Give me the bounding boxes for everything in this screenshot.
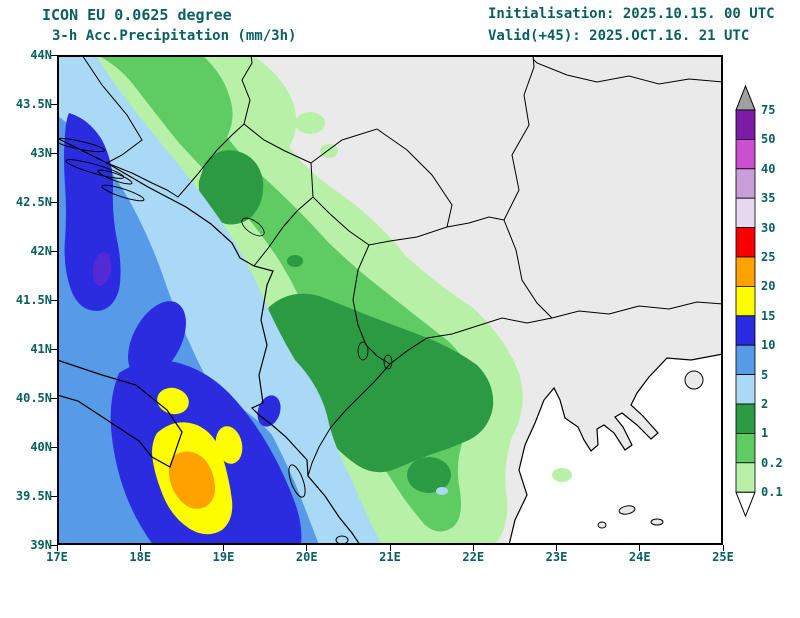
colorbar-segment-purple (735, 109, 756, 140)
aegean-coastline (508, 353, 723, 545)
colorbar-segment-darkblue (735, 315, 756, 346)
lat-label-42N: 42N (30, 244, 52, 258)
initialisation-text: Initialisation: 2025.10.15. 00 UTC (488, 6, 775, 22)
lat-tick (51, 104, 57, 105)
lat-tick (51, 545, 57, 546)
legend-label-15: 15 (761, 308, 776, 323)
lat-tick (51, 251, 57, 252)
lon-tick (639, 545, 641, 551)
precipitation-colorbar (735, 84, 756, 518)
lon-label-23E: 23E (545, 550, 568, 564)
legend-label-0.1: 0.1 (761, 485, 783, 500)
colorbar-segment-magenta (735, 139, 756, 170)
colorbar-segment-red (735, 227, 756, 258)
lat-label-41N: 41N (30, 342, 52, 356)
lon-tick (223, 545, 224, 551)
colorbar-segment-lavender (735, 197, 756, 228)
colorbar-segment-blue (735, 344, 756, 376)
lon-label-20E: 20E (295, 550, 318, 564)
colorbar-segment-yellow (735, 285, 756, 317)
lon-label-24E: 24E (628, 550, 651, 564)
lat-label-44N: 44N (30, 48, 52, 62)
lon-tick (556, 545, 557, 551)
colorbar-segment-orange (735, 256, 756, 287)
valid-time-text: Valid(+45): 2025.OCT.16. 21 UTC (488, 28, 750, 44)
legend-label-30: 30 (761, 220, 776, 235)
lon-tick (56, 545, 58, 551)
precip-orange-core (168, 451, 216, 509)
lat-label-41.5N: 41.5N (15, 293, 52, 307)
lat-label-40.5N: 40.5N (15, 391, 52, 405)
lon-label-22E: 22E (462, 550, 485, 564)
lat-label-39N: 39N (30, 538, 52, 552)
legend-label-0.2: 0.2 (761, 455, 783, 470)
lon-label-17E: 17E (46, 550, 68, 564)
legend-label-1: 1 (761, 426, 769, 441)
map-border-frame (57, 55, 723, 545)
adriatic-coastline (57, 137, 361, 545)
lon-label-19E: 19E (212, 550, 235, 564)
lon-tick (139, 545, 141, 551)
lat-label-39.5N: 39.5N (15, 489, 52, 503)
lon-label-25E: 25E (712, 550, 734, 564)
lat-tick (51, 153, 57, 154)
legend-label-50: 50 (761, 132, 776, 147)
legend-label-20: 20 (761, 279, 776, 294)
lat-label-43.5N: 43.5N (15, 97, 52, 111)
map-svg (57, 55, 723, 545)
lat-tick (51, 447, 57, 448)
model-title: ICON EU 0.0625 degree (42, 6, 232, 24)
lon-tick (389, 545, 391, 551)
lat-tick (51, 349, 57, 350)
colorbar-segment-lightblue (735, 374, 756, 405)
legend-label-2: 2 (761, 397, 769, 411)
lat-tick (51, 398, 57, 399)
colorbar-segment-lightgreen (735, 462, 756, 493)
legend-label-35: 35 (761, 191, 776, 206)
legend-label-10: 10 (761, 338, 776, 353)
lat-label-43N: 43N (30, 146, 52, 160)
legend-label-25: 25 (761, 250, 776, 264)
lon-label-21E: 21E (379, 550, 401, 564)
lat-label-40N: 40N (30, 440, 52, 454)
italy-heel-coastline (57, 359, 183, 468)
colorbar-segment-darkgreen (735, 403, 756, 434)
colorbar-arrow-top (735, 84, 756, 111)
product-title: 3-h Acc.Precipitation (mm/3h) (52, 28, 297, 44)
lon-tick (306, 545, 308, 551)
lakes (241, 217, 393, 370)
lat-tick (51, 55, 57, 56)
lat-tick (51, 300, 57, 301)
country-borders (81, 55, 723, 477)
lat-tick (51, 202, 57, 203)
precip-indigo-spot (92, 252, 112, 286)
lat-tick (51, 496, 57, 497)
lon-tick (472, 545, 474, 551)
legend-label-5: 5 (761, 367, 769, 382)
lon-tick (722, 545, 724, 551)
legend-label-40: 40 (761, 161, 776, 176)
outline-layer (57, 55, 723, 545)
lon-label-18E: 18E (129, 550, 152, 564)
colorbar-arrow-bottom (735, 491, 756, 518)
legend-label-75: 75 (761, 103, 776, 117)
colorbar-segment-lightpurple (735, 168, 756, 199)
lat-label-42.5N: 42.5N (15, 195, 52, 209)
map-frame (57, 55, 723, 545)
colorbar-segment-green (735, 432, 756, 464)
